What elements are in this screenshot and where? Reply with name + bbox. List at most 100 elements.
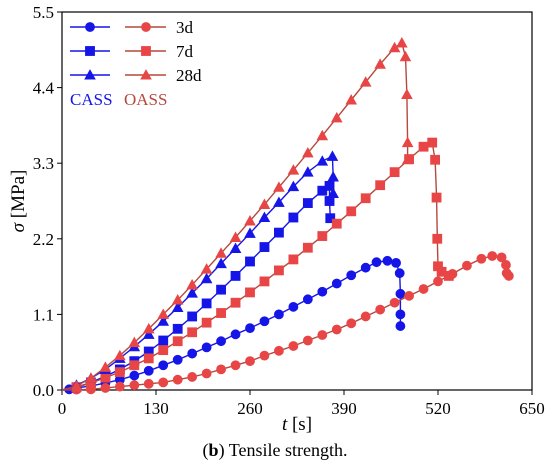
data-point — [216, 284, 226, 295]
x-tick-label: 650 — [519, 399, 545, 418]
caption-letter: b — [208, 440, 219, 460]
group-label-cass: CASS — [70, 90, 113, 109]
data-point — [302, 198, 313, 208]
tensile-strength-chart: 0 130 260 390 520 650 0.0 1.1 2.2 3.3 4.4 5.5 3d 7d 2… — [8, 3, 545, 435]
data-point — [172, 336, 183, 347]
data-point — [399, 50, 412, 62]
figure-caption: (b) Tensile strength. — [202, 440, 348, 460]
data-point — [375, 180, 386, 191]
data-point — [433, 276, 443, 287]
data-point — [229, 242, 242, 253]
data-point — [201, 317, 212, 328]
data-point — [331, 324, 342, 335]
series-line — [61, 155, 334, 391]
data-point — [273, 196, 285, 207]
legend-label: 28d — [176, 66, 202, 85]
data-point — [359, 76, 372, 87]
data-point — [215, 257, 227, 269]
data-point — [274, 265, 284, 276]
data-point — [375, 304, 386, 315]
y-tick-label: 4.4 — [33, 79, 55, 98]
legend-marker-oass — [141, 22, 151, 32]
legend-marker-oass — [140, 69, 152, 80]
data-point — [172, 323, 183, 334]
data-point — [114, 349, 126, 361]
x-tick-label: 520 — [425, 399, 451, 418]
data-point — [158, 377, 169, 388]
y-tick-label: 5.5 — [33, 3, 54, 22]
series-oass-3d — [61, 251, 514, 395]
data-point — [346, 318, 357, 329]
x-tick-label: 130 — [143, 399, 169, 418]
data-point — [129, 360, 140, 371]
data-point — [229, 231, 242, 242]
data-point — [325, 213, 336, 224]
data-point — [172, 374, 183, 385]
series-layer — [61, 37, 514, 395]
data-point — [302, 294, 313, 305]
data-point — [215, 247, 227, 258]
data-point — [99, 361, 112, 372]
legend: 3d 7d 28d CASS OASS — [70, 18, 202, 109]
data-point — [360, 311, 371, 322]
data-point — [331, 218, 342, 229]
data-point — [288, 301, 299, 312]
data-point — [346, 206, 357, 217]
data-point — [374, 58, 386, 69]
data-point — [316, 155, 329, 166]
data-point — [158, 345, 169, 356]
data-point — [391, 257, 401, 268]
data-point — [245, 323, 255, 334]
caption-text: Tensile strength. — [228, 440, 348, 460]
data-point — [462, 260, 472, 271]
data-point — [274, 345, 284, 356]
data-point — [245, 256, 255, 267]
data-point — [430, 154, 441, 165]
data-point — [389, 167, 400, 178]
data-point — [395, 288, 406, 299]
data-point — [401, 153, 414, 165]
data-point — [287, 164, 300, 175]
y-tick-label: 3.3 — [33, 154, 54, 173]
data-point — [432, 233, 443, 244]
data-point — [201, 298, 212, 309]
data-point — [360, 193, 371, 204]
data-point — [230, 329, 241, 340]
data-point — [100, 383, 111, 393]
data-point — [187, 372, 198, 382]
data-point — [244, 215, 256, 226]
data-point — [259, 316, 270, 327]
data-point — [230, 271, 241, 281]
data-point — [371, 257, 382, 268]
group-label-oass: OASS — [124, 90, 167, 109]
data-point — [302, 335, 313, 346]
y-axis-label: σ [MPa] — [8, 170, 29, 233]
x-tick-label: 0 — [58, 399, 67, 418]
data-point — [258, 198, 271, 209]
legend-marker-oass — [141, 46, 151, 56]
data-point — [244, 227, 256, 238]
y-tick-label: 2.2 — [33, 230, 54, 249]
data-point — [418, 141, 429, 152]
data-point — [326, 150, 339, 161]
data-point — [476, 253, 487, 264]
data-point — [157, 315, 170, 326]
data-point — [201, 368, 212, 379]
data-point — [201, 342, 212, 353]
data-point — [157, 308, 170, 319]
data-point — [302, 242, 313, 253]
x-tick-label: 260 — [237, 399, 263, 418]
data-point — [171, 294, 184, 305]
data-point — [187, 348, 198, 359]
data-point — [216, 308, 226, 318]
data-point — [496, 252, 507, 263]
x-tick-label: 390 — [331, 399, 357, 418]
data-point — [317, 286, 328, 297]
data-point — [187, 311, 198, 322]
data-point — [200, 263, 213, 274]
plot-frame — [61, 11, 533, 391]
data-point — [142, 322, 155, 334]
data-point — [143, 353, 154, 364]
data-point — [360, 262, 371, 273]
data-point — [142, 328, 155, 339]
